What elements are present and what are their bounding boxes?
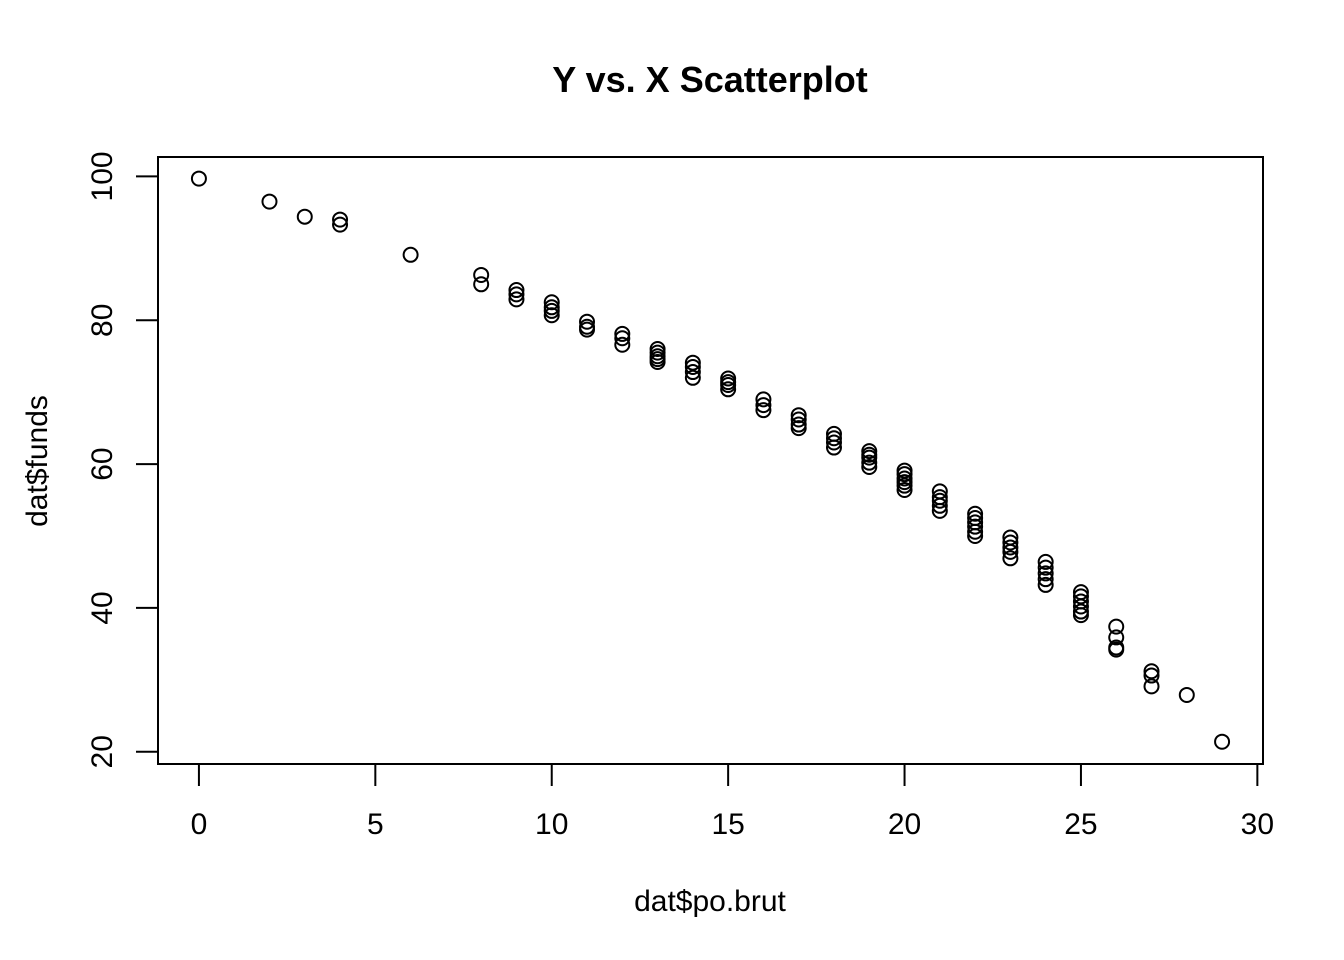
data-point [684, 354, 701, 371]
data-point [684, 369, 701, 386]
data-point [508, 286, 525, 303]
data-point [967, 518, 984, 535]
data-point [1143, 667, 1160, 684]
x-tick-label: 5 [367, 808, 384, 841]
data-point [931, 492, 948, 509]
chart-title: Y vs. X Scatterplot [552, 59, 867, 100]
data-point [1002, 534, 1019, 551]
data-point [508, 282, 525, 299]
x-tick-label: 30 [1241, 808, 1274, 841]
data-point [861, 449, 878, 466]
data-point [755, 391, 772, 408]
data-point [896, 466, 913, 483]
y-tick-label: 40 [86, 591, 119, 624]
data-point [1072, 588, 1089, 605]
data-point [1002, 539, 1019, 556]
data-point [473, 276, 490, 293]
data-point [1037, 559, 1054, 576]
y-axis-label: dat$funds [21, 395, 54, 527]
data-points [190, 170, 1231, 750]
data-point [1002, 550, 1019, 567]
data-point [755, 397, 772, 414]
data-point [508, 291, 525, 308]
data-point [614, 336, 631, 353]
data-point [1072, 598, 1089, 615]
data-point [825, 434, 842, 451]
data-point [332, 211, 349, 228]
data-point [931, 497, 948, 514]
data-point [825, 439, 842, 456]
data-point [861, 458, 878, 475]
data-point [1037, 576, 1054, 593]
data-point [720, 376, 737, 393]
data-point [1214, 733, 1231, 750]
data-point [1178, 686, 1195, 703]
data-point [543, 307, 560, 324]
data-point [967, 528, 984, 545]
data-point [1002, 543, 1019, 560]
data-point [473, 266, 490, 283]
data-point [931, 502, 948, 519]
data-point [790, 420, 807, 437]
data-point [1108, 641, 1125, 658]
data-point [649, 353, 666, 370]
x-tick-label: 20 [888, 808, 921, 841]
data-point [614, 330, 631, 347]
data-point [296, 208, 313, 225]
data-point [684, 359, 701, 376]
data-point [190, 170, 207, 187]
data-point [1072, 607, 1089, 624]
x-axis-label: dat$po.brut [634, 885, 786, 918]
data-point [1143, 678, 1160, 695]
x-tick-label: 0 [191, 808, 208, 841]
x-axis: 0 5 10 15 20 25 30 [191, 763, 1274, 841]
y-tick-label: 80 [86, 304, 119, 337]
data-point [579, 321, 596, 338]
data-point [896, 481, 913, 498]
data-point [1037, 565, 1054, 582]
data-point [967, 505, 984, 522]
data-point [825, 430, 842, 447]
data-point [543, 294, 560, 311]
data-point [755, 402, 772, 419]
x-tick-label: 15 [711, 808, 744, 841]
data-point [261, 193, 278, 210]
data-point [1037, 571, 1054, 588]
data-point [332, 216, 349, 233]
data-point [1037, 553, 1054, 570]
data-point [543, 302, 560, 319]
data-point [579, 313, 596, 330]
y-tick-label: 20 [86, 735, 119, 768]
y-axis: 20 40 60 80 100 [86, 151, 159, 768]
data-point [790, 407, 807, 424]
data-point [967, 523, 984, 540]
data-point [790, 411, 807, 428]
data-point [402, 246, 419, 263]
data-point [1108, 618, 1125, 635]
data-point [861, 454, 878, 471]
data-point [684, 364, 701, 381]
data-point [1143, 663, 1160, 680]
data-point [896, 477, 913, 494]
data-point [614, 325, 631, 342]
x-tick-label: 25 [1064, 808, 1097, 841]
y-tick-label: 100 [86, 151, 119, 201]
data-point [720, 381, 737, 398]
y-tick-label: 60 [86, 447, 119, 480]
data-point [1108, 629, 1125, 646]
x-tick-label: 10 [535, 808, 568, 841]
